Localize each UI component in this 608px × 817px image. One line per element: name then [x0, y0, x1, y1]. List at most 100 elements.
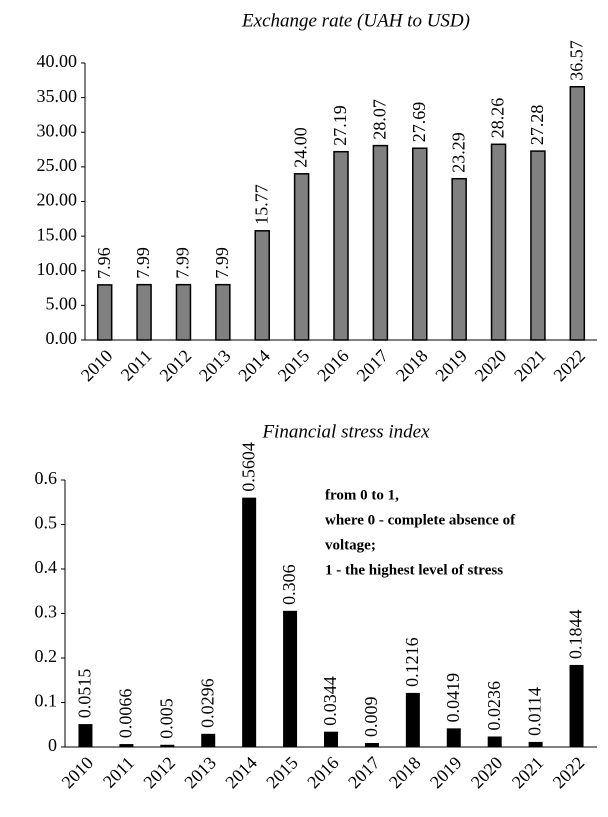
value-label: 27.28	[527, 105, 547, 146]
value-label: 0.0515	[75, 669, 95, 719]
x-tick-label: 2022	[549, 753, 589, 793]
annotation: 1 - the highest level of stress	[325, 562, 503, 578]
y-tick-label: 30.00	[37, 120, 78, 140]
bar	[569, 86, 586, 341]
value-label: 0.005	[156, 698, 176, 739]
value-label: 27.19	[330, 105, 350, 146]
bar	[119, 744, 134, 747]
y-tick-label: 0.4	[35, 557, 58, 577]
y-tick-label: 25.00	[37, 155, 78, 175]
bar	[215, 283, 231, 341]
value-label: 0.1216	[402, 637, 422, 687]
x-tick-label: 2022	[549, 346, 589, 386]
y-tick-label: 15.00	[37, 224, 78, 244]
x-tick-label: 2018	[385, 753, 425, 793]
x-tick-label: 2017	[353, 346, 393, 386]
x-tick-label: 2021	[510, 346, 550, 386]
x-tick-label: 2016	[313, 346, 353, 386]
bar	[78, 724, 93, 747]
bar	[364, 742, 379, 747]
x-tick-label: 2020	[467, 753, 507, 793]
x-tick-label: 2015	[262, 753, 302, 793]
value-label: 36.57	[566, 40, 586, 81]
bar	[528, 741, 543, 747]
x-tick-label: 2012	[139, 753, 179, 793]
y-tick-label: 40.00	[37, 51, 78, 71]
x-tick-label: 2011	[99, 753, 138, 792]
bar	[372, 144, 389, 341]
value-label: 0.1844	[566, 609, 586, 659]
y-tick-label: 35.00	[37, 86, 78, 106]
x-tick-label: 2020	[471, 346, 511, 386]
bar	[293, 173, 310, 341]
x-tick-label: 2019	[426, 753, 466, 793]
y-tick-label: 0.1	[35, 691, 58, 711]
x-tick-label: 2016	[303, 753, 343, 793]
value-label: 0.0419	[443, 673, 463, 723]
bar	[412, 147, 428, 341]
x-tick-label: 2012	[156, 346, 196, 386]
x-tick-label: 2010	[58, 753, 98, 793]
bar	[446, 728, 461, 747]
x-tick-label: 2021	[508, 753, 548, 793]
y-tick-label: 0	[48, 735, 57, 755]
value-label: 7.99	[212, 247, 232, 279]
bar	[254, 230, 270, 341]
x-tick-label: 2017	[344, 753, 384, 793]
y-tick-label: 0.00	[46, 328, 78, 348]
bar	[487, 736, 502, 747]
x-tick-label: 2011	[117, 346, 156, 385]
value-label: 0.5604	[238, 442, 258, 492]
value-label: 7.96	[94, 247, 114, 279]
chart-title: Financial stress index	[261, 421, 430, 442]
bar	[175, 283, 192, 341]
bar	[405, 692, 420, 747]
bar	[283, 610, 298, 747]
value-label: 24.00	[291, 127, 311, 168]
value-label: 0.0236	[484, 681, 504, 731]
value-label: 0.009	[361, 696, 381, 737]
chart-title: Exchange rate (UAH to USD)	[241, 10, 470, 31]
value-label: 0.0296	[197, 678, 217, 728]
value-label: 27.69	[409, 102, 429, 143]
value-label: 28.07	[370, 99, 390, 140]
x-tick-label: 2014	[234, 346, 274, 386]
annotation: where 0 - complete absence of	[325, 512, 516, 528]
value-label: 0.0114	[525, 687, 545, 736]
bar	[333, 150, 349, 341]
x-tick-label: 2013	[180, 753, 220, 793]
value-label: 0.0344	[320, 676, 340, 726]
value-label: 28.26	[488, 98, 508, 139]
bar	[160, 744, 175, 747]
bar	[530, 150, 546, 341]
y-tick-label: 0.5	[35, 513, 58, 533]
annotation: voltage;	[325, 537, 376, 553]
x-tick-label: 2010	[77, 346, 117, 386]
bar	[490, 143, 507, 341]
value-label: 0.0066	[116, 689, 136, 739]
bar	[569, 664, 584, 747]
y-tick-label: 0.2	[35, 646, 58, 666]
y-tick-label: 0.6	[35, 468, 58, 488]
y-tick-label: 5.00	[46, 294, 78, 314]
value-label: 7.99	[133, 247, 153, 279]
bar	[324, 731, 338, 747]
bar	[136, 283, 152, 341]
annotation: from 0 to 1,	[325, 487, 399, 503]
bar	[96, 284, 113, 341]
value-label: 7.99	[173, 247, 193, 279]
bar	[201, 733, 216, 747]
value-label: 15.77	[251, 184, 271, 225]
x-tick-label: 2013	[195, 346, 235, 386]
x-tick-label: 2019	[431, 346, 471, 386]
y-tick-label: 10.00	[37, 259, 78, 279]
value-label: 23.29	[448, 132, 468, 173]
bar	[451, 177, 467, 341]
value-label: 0.306	[279, 564, 299, 605]
bar	[242, 497, 257, 747]
x-tick-label: 2018	[392, 346, 432, 386]
x-tick-label: 2014	[221, 753, 261, 793]
y-tick-label: 20.00	[37, 190, 78, 210]
x-tick-label: 2015	[274, 346, 314, 386]
